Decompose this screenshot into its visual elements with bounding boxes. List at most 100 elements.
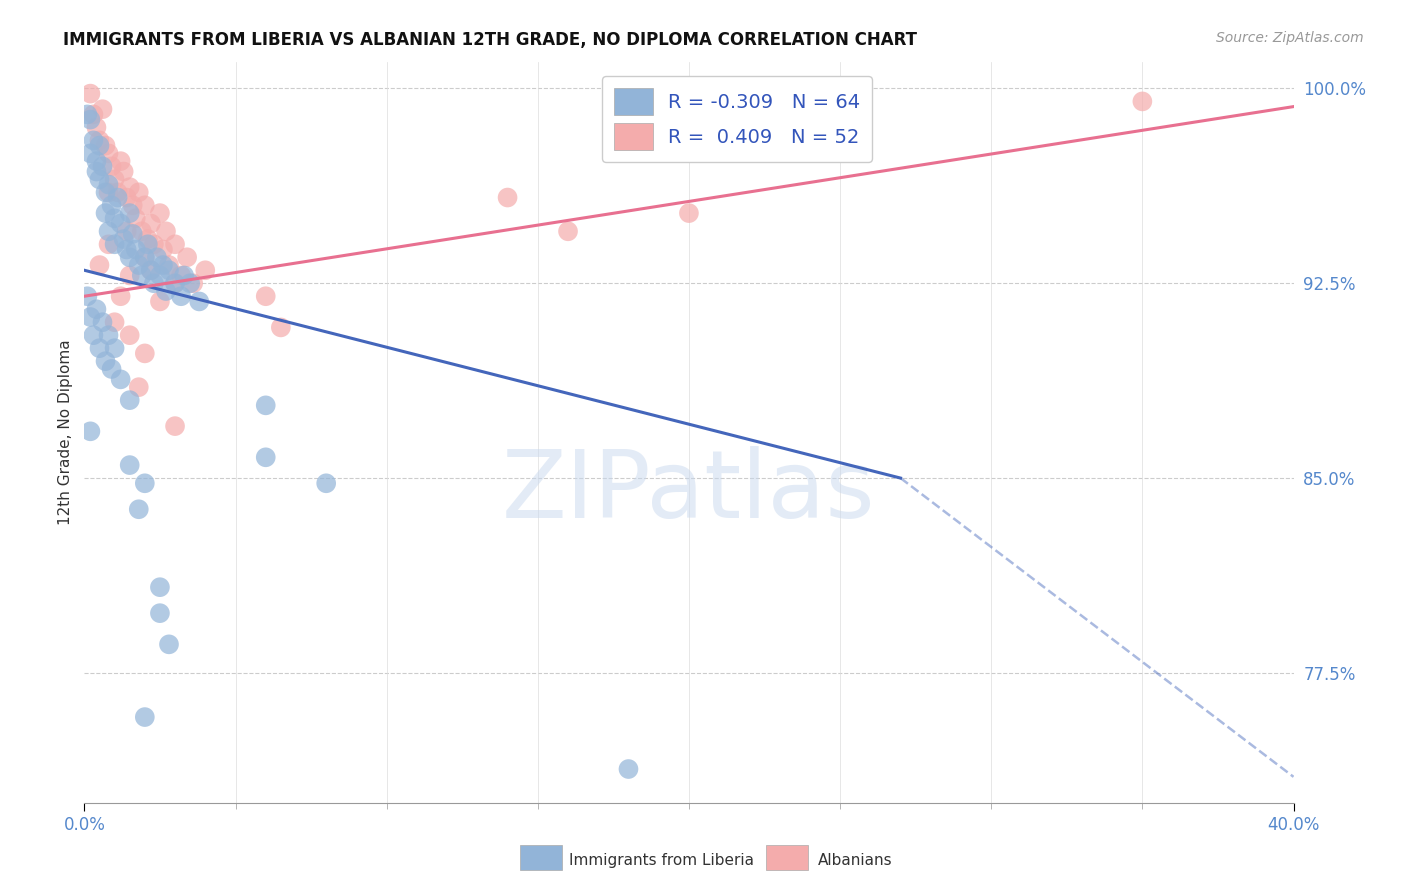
Point (188, 294, 211, 309)
Point (149, 268, 172, 283)
Point (97, 224, 120, 238)
Point (194, 263, 217, 277)
Point (136, 232, 159, 246)
Point (181, 277, 204, 291)
Point (131, 224, 153, 238)
Point (1130, 95, 1153, 109)
Point (79, 146, 101, 161)
Point (134, 476, 156, 491)
Point (89, 138, 111, 153)
Point (82, 328, 104, 343)
Point (97, 237, 120, 252)
Point (157, 258, 180, 272)
Point (115, 224, 138, 238)
Point (86, 302, 108, 317)
Point (128, 502, 150, 516)
Point (76, 107, 98, 121)
Point (82, 107, 104, 121)
Point (128, 258, 150, 272)
Point (170, 289, 193, 303)
Point (91, 102, 114, 116)
Text: Albanians: Albanians (818, 854, 893, 868)
Point (176, 250, 198, 264)
Point (86, 164, 108, 178)
Point (118, 250, 141, 264)
Point (107, 190, 129, 204)
Text: Source: ZipAtlas.com: Source: ZipAtlas.com (1216, 31, 1364, 45)
Point (112, 232, 135, 246)
Point (254, 450, 277, 465)
Point (142, 237, 165, 252)
Point (155, 224, 177, 238)
Point (82, 133, 104, 147)
Point (496, 190, 519, 204)
Point (165, 237, 187, 252)
Text: IMMIGRANTS FROM LIBERIA VS ALBANIAN 12TH GRADE, NO DIPLOMA CORRELATION CHART: IMMIGRANTS FROM LIBERIA VS ALBANIAN 12TH… (63, 31, 917, 49)
Point (89, 258, 111, 272)
Point (149, 606, 172, 620)
Point (254, 289, 277, 303)
Point (136, 237, 159, 252)
Point (94, 354, 117, 368)
Point (142, 277, 165, 291)
Point (165, 277, 187, 291)
Point (134, 710, 156, 724)
Point (91, 159, 114, 173)
Point (115, 243, 138, 257)
Point (97, 328, 120, 343)
Point (118, 180, 141, 194)
Point (89, 341, 111, 355)
Point (110, 289, 132, 303)
Point (155, 284, 177, 298)
Point (134, 250, 156, 264)
Point (173, 268, 195, 283)
Point (121, 198, 143, 212)
Point (89, 133, 111, 147)
Point (134, 250, 156, 264)
Point (94, 186, 117, 200)
Point (170, 268, 193, 283)
Point (146, 250, 169, 264)
Point (152, 243, 174, 257)
Point (110, 372, 132, 386)
Point (149, 206, 172, 220)
Text: Immigrants from Liberia: Immigrants from Liberia (569, 854, 755, 868)
Point (165, 277, 187, 291)
Point (76, 289, 98, 303)
Point (139, 217, 162, 231)
Point (125, 211, 148, 226)
Point (315, 476, 337, 491)
Point (125, 243, 148, 257)
Y-axis label: 12th Grade, No Diploma: 12th Grade, No Diploma (58, 340, 73, 525)
Point (86, 120, 108, 135)
Point (128, 186, 150, 200)
Point (152, 258, 174, 272)
Point (100, 198, 122, 212)
Point (118, 393, 141, 408)
Point (139, 263, 162, 277)
Legend: R = -0.309   N = 64, R =  0.409   N = 52: R = -0.309 N = 64, R = 0.409 N = 52 (602, 76, 872, 162)
Point (128, 380, 150, 394)
Point (149, 580, 172, 594)
Point (94, 206, 117, 220)
Point (104, 237, 127, 252)
Point (79, 425, 101, 439)
Point (134, 346, 156, 360)
Point (617, 762, 640, 776)
Text: ZIPatlas: ZIPatlas (502, 446, 876, 538)
Point (110, 217, 132, 231)
Point (118, 458, 141, 472)
Point (112, 164, 135, 178)
Point (100, 159, 122, 173)
Point (110, 154, 132, 169)
Point (115, 190, 138, 204)
Point (86, 154, 108, 169)
Point (165, 419, 187, 434)
Point (270, 320, 292, 334)
Point (91, 315, 114, 329)
Point (79, 310, 101, 324)
Point (149, 294, 172, 309)
Point (100, 362, 122, 376)
Point (131, 268, 153, 283)
Point (121, 227, 143, 241)
